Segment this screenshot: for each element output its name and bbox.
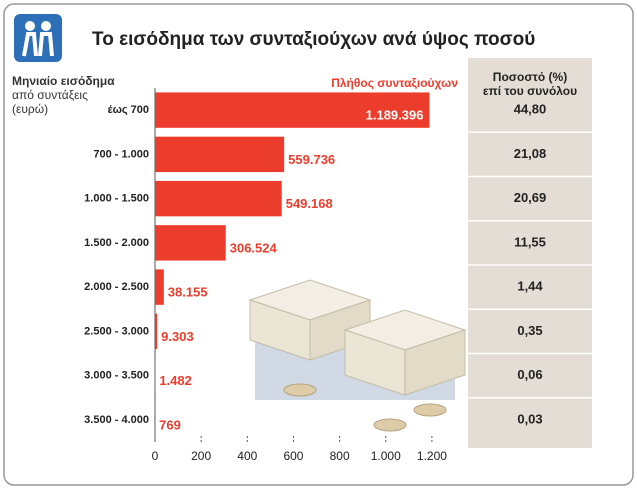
bar <box>155 225 226 261</box>
legend-label: Πλήθος συνταξιούχων <box>331 76 458 90</box>
share-value: 1,44 <box>517 279 543 294</box>
value-label: 9.303 <box>161 329 194 344</box>
x-tick-label: 400 <box>237 449 257 463</box>
bar <box>155 313 158 350</box>
value-label: 549.168 <box>286 196 333 211</box>
x-tick-label: 1.200 <box>417 449 447 463</box>
value-label: 1.189.396 <box>366 108 424 123</box>
value-label: 769 <box>159 417 181 432</box>
column-header: Ποσοστό (%) <box>493 70 567 84</box>
x-tick-label: 600 <box>283 449 303 463</box>
axis-label: (ευρώ) <box>12 102 48 116</box>
share-value: 21,08 <box>514 146 547 161</box>
chart-title: Το εισόδημα των συνταξιούχων ανά ύψος πο… <box>92 29 535 50</box>
bar <box>155 180 282 217</box>
y-tick-label: έως 700 <box>108 104 149 116</box>
y-tick-label: 3.500 - 4.000 <box>84 414 149 426</box>
bar <box>155 92 430 128</box>
y-tick-label: 700 - 1.000 <box>93 148 149 160</box>
y-tick-label: 2.500 - 3.000 <box>84 325 149 337</box>
share-value: 0,03 <box>517 411 542 426</box>
y-tick-label: 1.000 - 1.500 <box>84 193 149 205</box>
x-tick-label: 200 <box>191 449 211 463</box>
share-column-bg <box>468 58 592 448</box>
y-tick-label: 1.500 - 2.000 <box>84 237 149 249</box>
bar <box>155 269 164 305</box>
value-label: 306.524 <box>230 240 278 255</box>
bar <box>155 136 285 173</box>
axis-label: Μηνιαίο εισόδημα <box>12 74 115 88</box>
value-label: 1.482 <box>159 373 192 388</box>
share-value: 0,06 <box>517 367 542 382</box>
axis-label: από συντάξεις <box>12 88 88 102</box>
x-tick-label: 800 <box>330 449 350 463</box>
money-illustration <box>248 279 467 432</box>
share-value: 44,80 <box>514 102 547 117</box>
column-header: επί του συνόλου <box>483 84 577 98</box>
value-label: 559.736 <box>288 152 335 167</box>
x-tick-label: 1.000 <box>371 449 401 463</box>
icon <box>14 14 62 62</box>
value-label: 38.155 <box>168 285 208 300</box>
share-value: 20,69 <box>514 190 547 205</box>
y-tick-label: 3.000 - 3.500 <box>84 370 149 382</box>
y-tick-label: 2.000 - 2.500 <box>84 281 149 293</box>
x-tick-label: 0 <box>152 449 159 463</box>
share-value: 11,55 <box>514 234 546 249</box>
share-value: 0,35 <box>517 323 542 338</box>
